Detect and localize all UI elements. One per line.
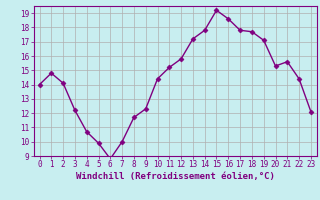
- X-axis label: Windchill (Refroidissement éolien,°C): Windchill (Refroidissement éolien,°C): [76, 172, 275, 181]
